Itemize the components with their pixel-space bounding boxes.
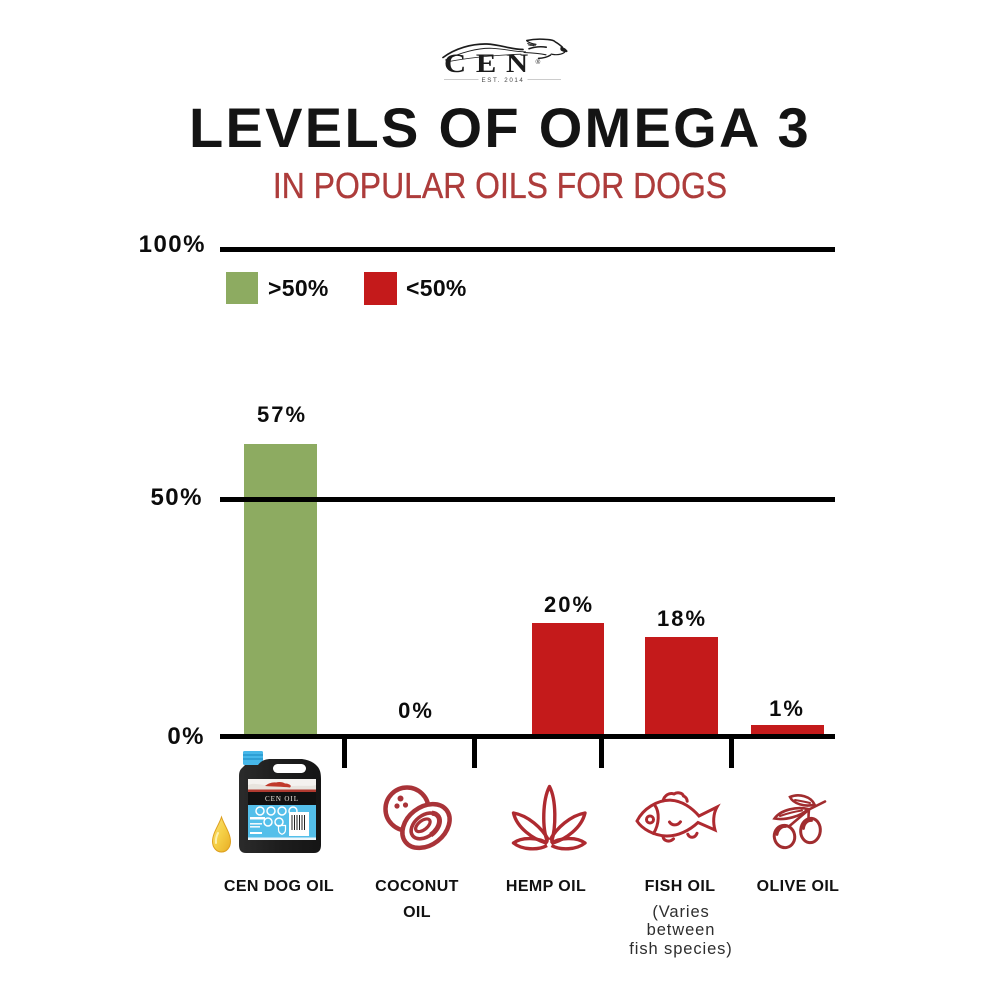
svg-text:®: ® <box>536 58 541 66</box>
svg-text:EST. 2014: EST. 2014 <box>482 77 525 84</box>
svg-text:CEN OIL: CEN OIL <box>265 795 299 803</box>
svg-text:CEN: CEN <box>444 50 538 78</box>
